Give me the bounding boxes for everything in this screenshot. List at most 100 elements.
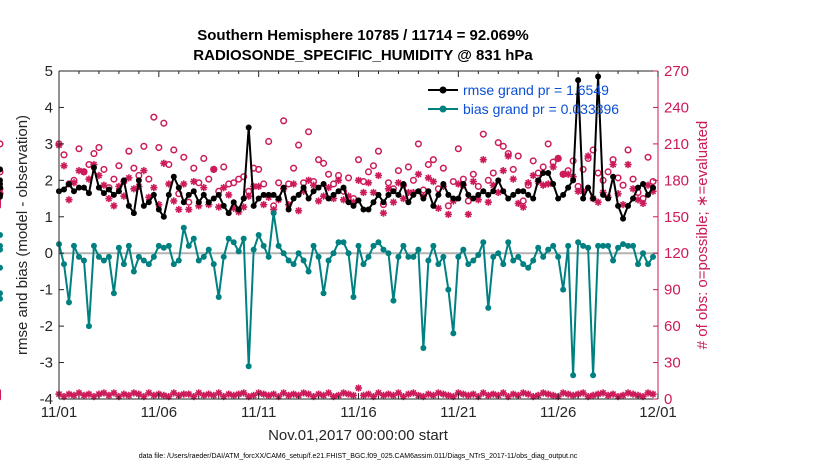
rmse-point [605,195,612,202]
rmse-point [255,195,262,202]
rmse-point [70,188,77,195]
right-tick-label: 270 [664,63,689,80]
rmse-point [480,188,487,195]
rmse-point [330,191,337,198]
obs-evaluated-point [354,176,363,184]
rmse-point [75,184,82,191]
obs-possible-point [205,175,213,183]
obs-possible-point [394,167,402,175]
rmse-point [135,177,142,184]
left-tick-label: -4 [40,391,53,408]
bottom-marker-point [225,390,233,398]
bias-point [105,253,112,260]
bias-point [310,242,317,249]
rmse-point [465,191,472,198]
rmse-point [155,206,162,213]
rmse-point [285,206,292,213]
bottom-marker-point [354,384,363,392]
rmse-point [300,184,307,191]
rmse-point [625,202,632,209]
obs-possible-point [539,163,547,171]
rmse-point [125,202,132,209]
bias-point [165,242,172,249]
bias-point [265,253,272,260]
obs-evaluated-point [240,203,248,211]
obs-evaluated-point [324,184,333,192]
obs-evaluated-point [524,179,532,187]
rmse-point [245,124,252,131]
rmse-point [555,195,562,202]
bottom-marker-point [215,389,223,397]
rmse-point [240,195,247,202]
bias-point [435,261,442,268]
bottom-marker-point [439,390,447,398]
bias-point [475,252,482,259]
rmse-point [450,195,457,202]
bottom-marker-point [649,390,657,398]
obs-possible-point [619,181,627,189]
obs-evaluated-point [424,174,432,182]
obs-possible-point [509,165,517,173]
left-y-axis-label: rmse and bias (model - observation) [14,115,31,355]
left-tick-label: 2 [45,172,53,189]
bias-point [365,253,372,260]
right-y-axis-label: # of obs: o=possible; ∗=evaluated [694,121,711,350]
obs-evaluated-point [644,181,652,189]
bias-point [630,242,637,249]
rmse-point [475,191,482,198]
obs-possible-point [474,182,482,190]
obs-evaluated-point [554,154,562,163]
bias-point [180,224,187,231]
bias-point [415,246,422,253]
bias-point [300,257,307,264]
rmse-point [470,195,477,202]
bottom-marker-point [240,389,248,397]
bias-point [410,253,417,260]
bias-point [245,363,252,370]
obs-possible-point [429,156,437,164]
bias-point [450,330,457,337]
legend-rmse-marker [439,86,447,94]
bottom-marker-point [624,389,632,397]
bias-point [535,244,542,251]
obs-possible-point [95,143,103,152]
obs-possible-point [629,175,637,183]
bottom-marker-point [65,390,73,398]
bias-point [500,261,507,268]
bias-point [550,242,557,249]
obs-possible-point [265,137,273,146]
rmse-point [525,191,532,198]
rmse-point [545,170,552,177]
data-file-footnote: data file: /Users/raeder/DAI/ATM_forcXX/… [139,453,578,460]
rmse-point [190,188,197,195]
obs-evaluated-point [175,205,183,214]
bottom-marker-point [604,391,612,399]
bias-point [490,253,497,260]
rmse-point [580,195,587,202]
legend: rmse grand pr = 1.6549 bias grand pr = 0… [428,82,619,117]
obs-possible-point [364,168,373,176]
obs-possible-point [329,180,338,188]
bias-point [645,261,652,268]
obs-possible-point [344,174,353,182]
rmse-point [540,170,547,177]
obs-evaluated-point [295,207,303,215]
obs-possible-point [354,156,363,164]
bottom-marker-point [559,389,567,397]
obs-possible-point [170,146,178,154]
rmse-point [100,190,107,197]
rmse-point [150,191,157,198]
obs-possible-point [200,154,208,163]
left-y-ticks: -4 -3 -2 -1 0 1 2 3 4 5 [40,63,64,408]
left-tick-label: -3 [40,355,53,372]
obs-evaluated-point [304,176,313,184]
obs-evaluated-point [639,199,647,208]
obs-possible-point [60,151,68,159]
obs-evaluated-point [334,176,343,184]
rmse-point [455,195,462,202]
rmse-point [560,191,567,198]
obs-possible-point [145,175,153,183]
bottom-marker-point [260,390,268,398]
rmse-point [520,188,527,195]
x-tick-label: 11/21 [440,404,476,421]
